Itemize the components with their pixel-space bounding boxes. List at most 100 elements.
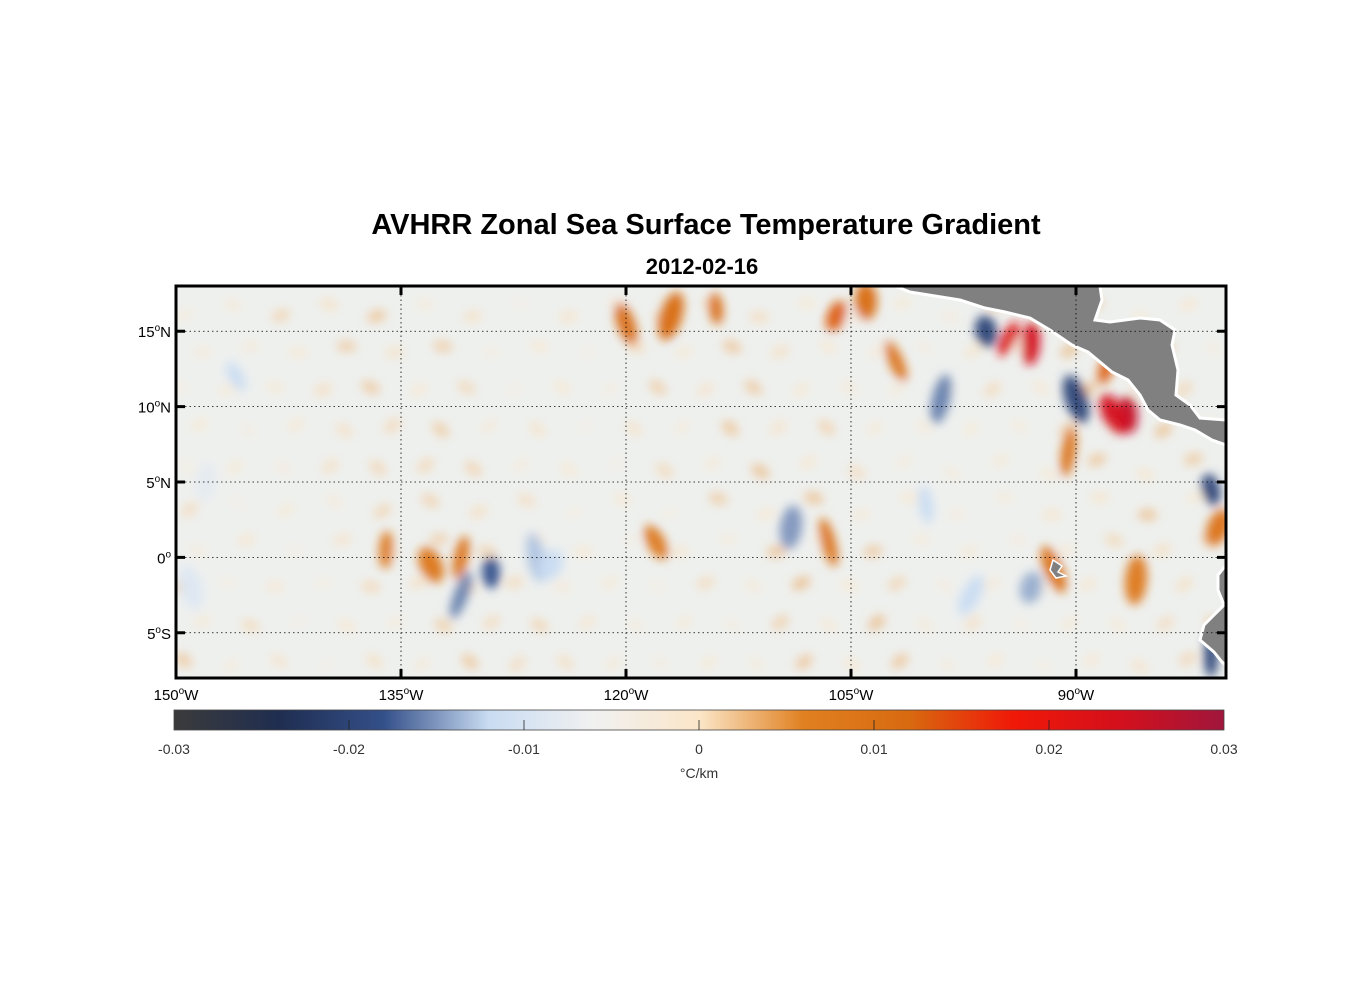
tick-label: 90oW [1058,686,1095,704]
field-texture [313,383,333,397]
gradient-feature [378,530,394,569]
field-texture [1034,658,1053,674]
field-texture [270,652,288,669]
field-texture [911,533,932,546]
colorbar-tick-label: -0.03 [158,741,190,757]
field-texture [600,576,620,590]
field-texture [621,533,642,546]
field-texture [1012,616,1030,633]
field-texture [1087,453,1107,467]
gradient-feature [885,341,907,382]
colorbar-ticks: -0.03 -0.02 -0.01 0 0.01 0.02 0.03 [158,720,1238,757]
field-texture [432,421,450,438]
field-texture [577,345,598,359]
field-texture [674,345,694,359]
field-texture [176,380,189,394]
field-texture [288,346,309,359]
tick-label: 15oN [138,323,171,341]
field-texture [217,576,238,589]
gradient-feature [178,566,204,609]
colorbar-unit: °C/km [680,765,718,781]
field-texture [612,492,632,506]
colorbar-tick-label: 0.02 [1035,741,1062,757]
field-texture [226,459,244,476]
field-texture [369,460,387,476]
field-texture [791,576,811,591]
field-texture [317,657,336,673]
field-texture [1031,379,1050,396]
field-texture [766,545,787,558]
field-texture [607,456,626,472]
gradient-feature [1099,394,1128,435]
land-mexico [894,286,1226,447]
field-texture [556,654,574,671]
field-texture [722,340,742,354]
field-texture [888,381,906,398]
field-texture [655,462,674,478]
field-texture [1042,508,1063,521]
field-texture [962,421,980,437]
field-texture [863,545,883,558]
field-texture [983,576,1002,592]
field-texture [696,382,715,398]
field-texture [799,454,818,470]
field-texture [744,379,763,396]
field-texture [868,614,886,631]
field-texture [866,420,884,437]
field-texture [718,532,739,546]
gradient-feature [854,286,878,321]
field-texture [792,381,810,398]
field-texture [851,508,872,521]
field-texture [771,614,790,631]
field-texture [421,493,440,508]
gradient-feature [658,292,684,341]
gradient-feature [918,485,934,524]
field-texture [770,345,790,359]
field-texture [648,379,667,395]
field-texture [464,460,482,477]
field-texture [517,493,536,507]
field-texture [240,340,261,353]
field-texture [1082,652,1101,668]
field-texture [1183,452,1204,466]
field-texture [360,580,381,593]
field-texture [335,422,353,438]
field-texture [915,340,935,355]
field-texture [675,614,693,630]
field-texture [867,344,886,359]
field-texture [756,507,776,521]
field-texture [696,576,715,590]
field-texture [895,454,914,469]
field-texture [1179,297,1199,312]
field-texture [178,458,196,475]
field-texture [416,457,435,474]
field-texture [510,297,531,310]
field-texture [1152,543,1172,557]
gradient-feature [930,374,952,424]
field-texture [818,340,838,354]
field-texture [476,545,497,558]
field-texture [604,655,622,672]
tick-label: 120oW [604,686,650,704]
field-texture [190,417,209,433]
field-texture [699,654,718,671]
field-texture [648,579,668,593]
field-texture [847,464,866,480]
field-texture [512,456,530,473]
field-texture [271,309,291,323]
field-texture [1010,418,1028,434]
colorbar-tick-label: -0.01 [508,741,540,757]
field-texture [1039,467,1059,481]
field-texture [384,346,405,359]
field-texture [1204,341,1223,357]
field-texture [367,309,387,323]
field-texture [887,576,906,591]
field-texture [578,614,597,630]
field-texture [1104,533,1124,547]
colorbar-tick-label: 0 [695,741,703,757]
field-texture [462,310,483,323]
gradient-feature [643,525,669,560]
field-texture [708,492,728,506]
field-texture [176,652,193,668]
field-texture [461,653,479,670]
